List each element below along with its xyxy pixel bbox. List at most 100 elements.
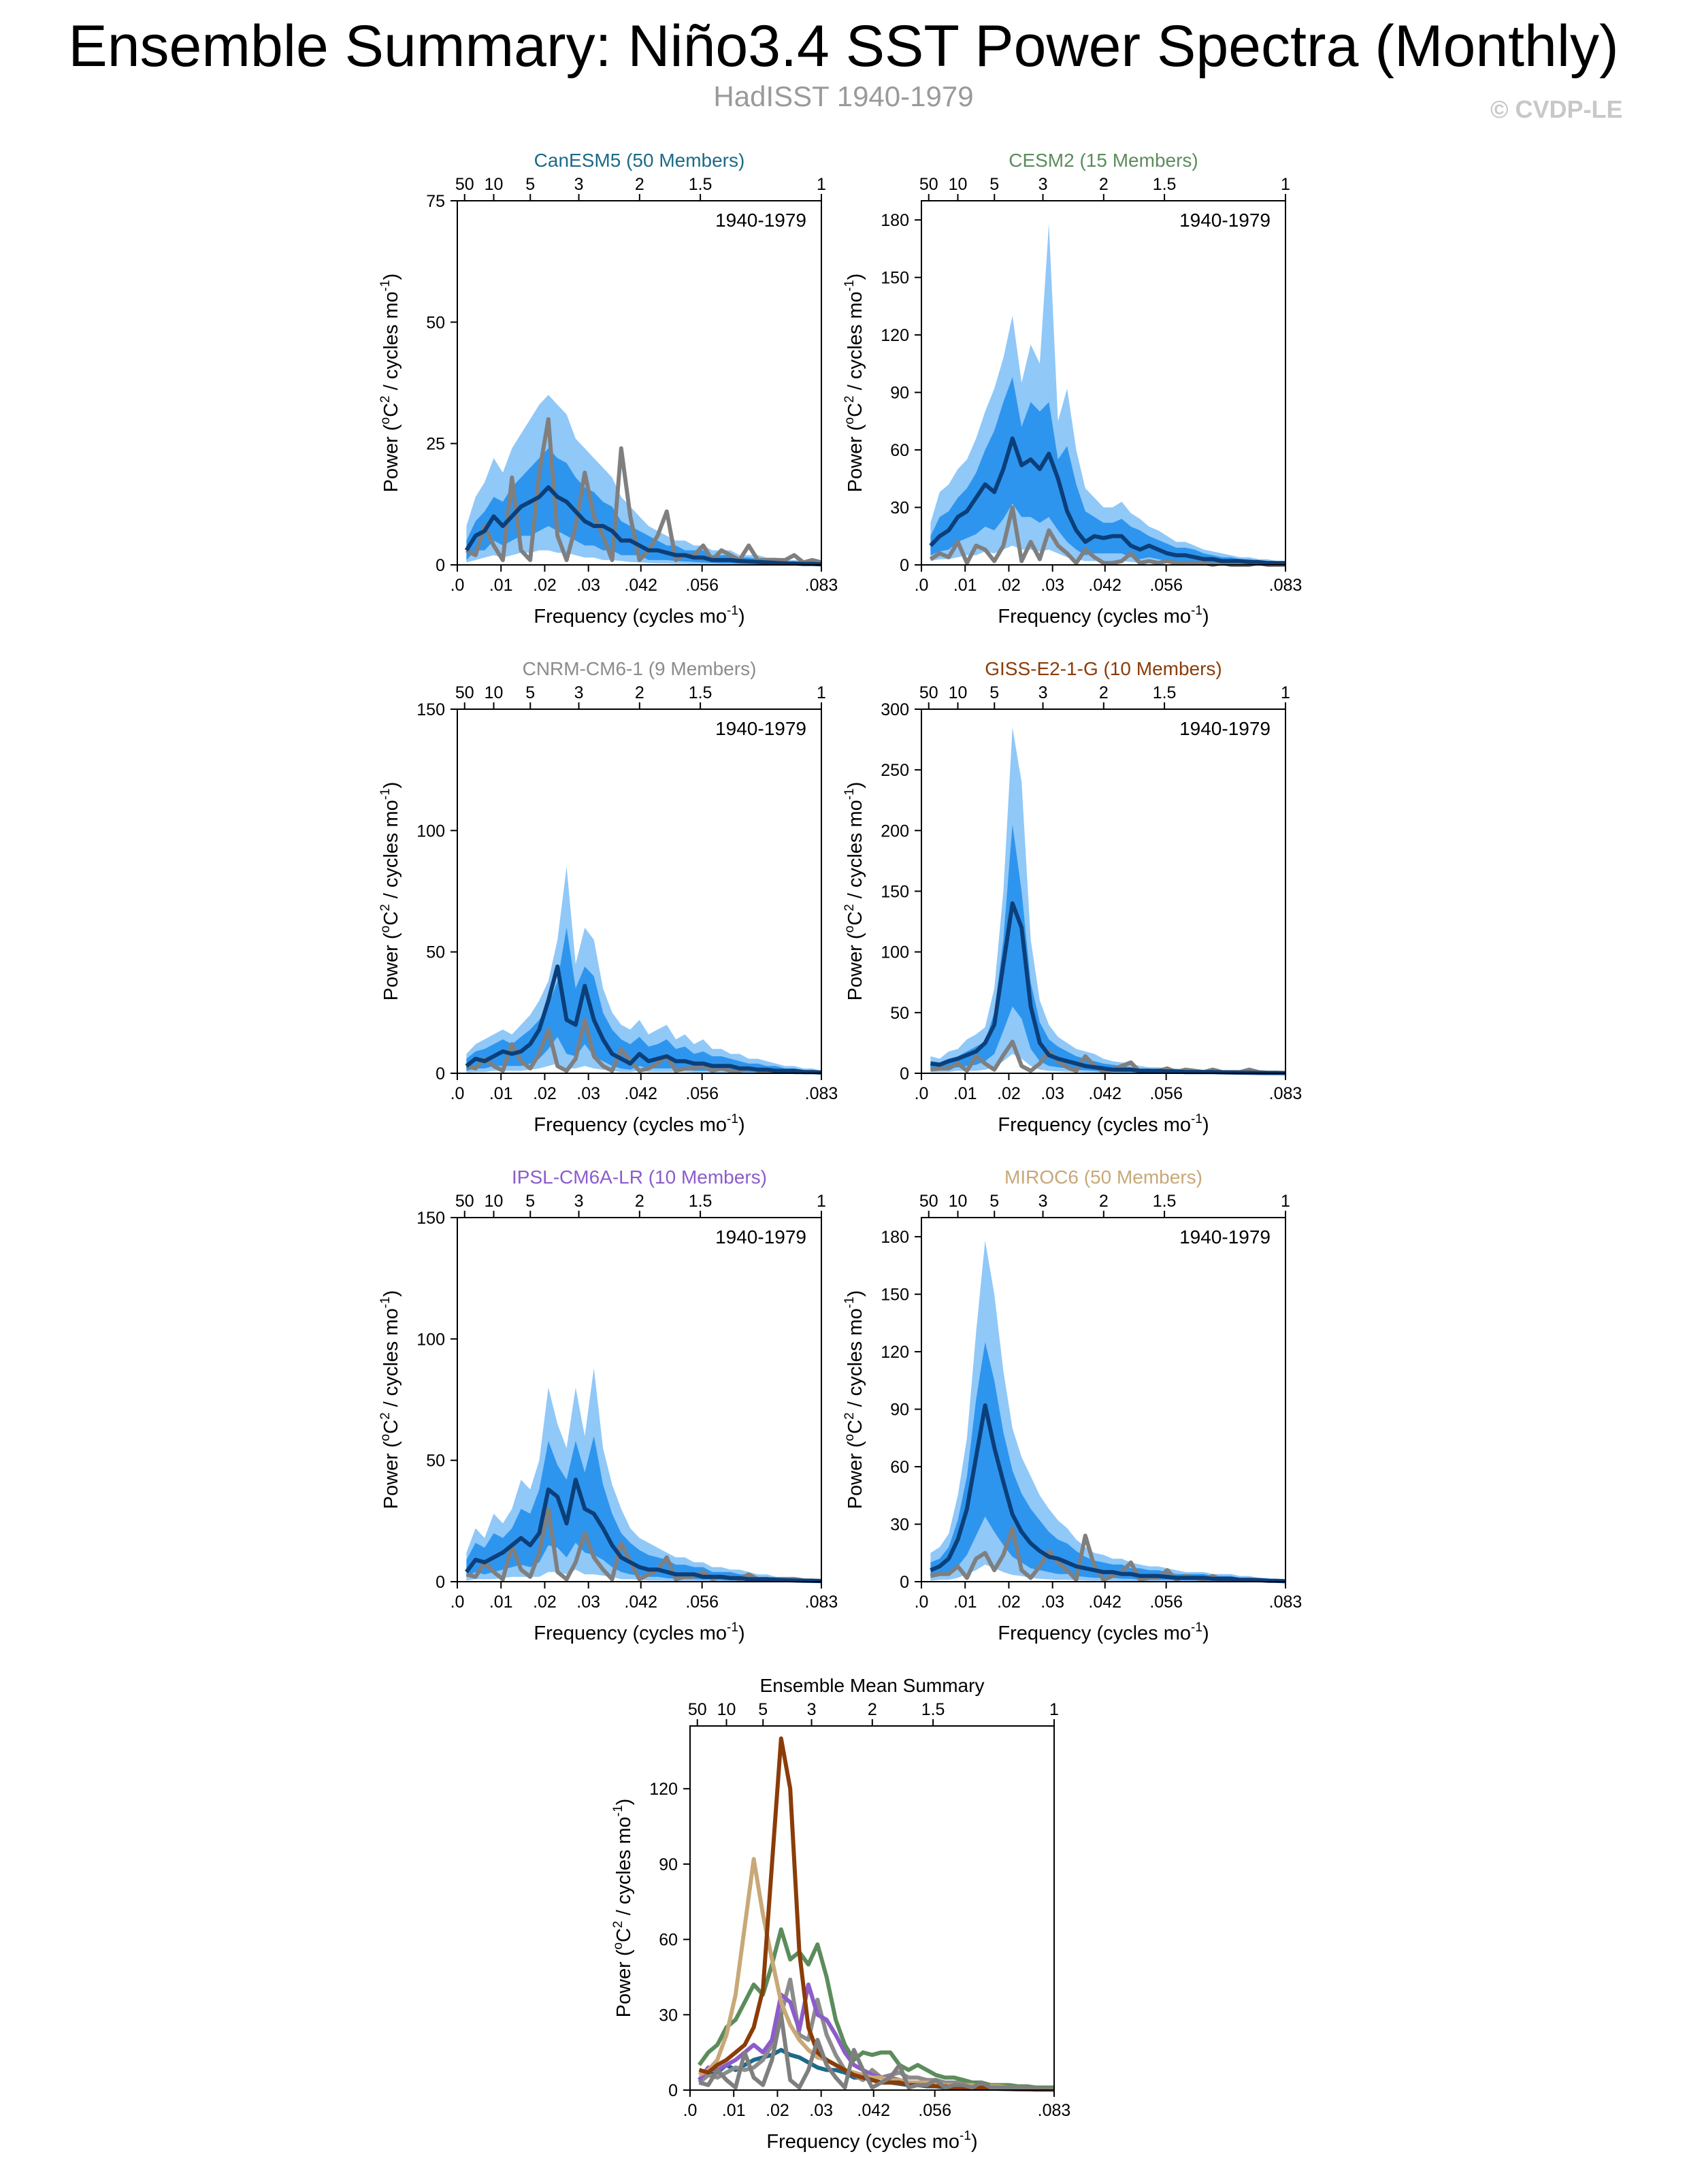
plot-frame [457, 708, 822, 1074]
period-tick-label: 10 [949, 175, 968, 194]
y-tick-label: 50 [426, 1452, 445, 1471]
x-tick-label: .056 [1149, 1084, 1183, 1103]
chart-panel: 50 10 5 3 2 1.5 1 CNRM-CM6-1 (9 Members) 1940-19… [378, 658, 838, 1136]
panel-title: CNRM-CM6-1 (9 Members) [523, 658, 757, 679]
x-tick-label: .0 [915, 1084, 929, 1103]
y-tick-label: 150 [416, 700, 445, 719]
period-tick-label: 1 [817, 683, 826, 702]
period-tick-label: 50 [455, 683, 474, 702]
period-tick-label: 2 [635, 175, 644, 194]
panel-title: Ensemble Mean Summary [760, 1675, 985, 1696]
y-tick-label: 120 [881, 1343, 909, 1362]
y-tick-label: 0 [900, 1573, 909, 1592]
period-tick-label: 3 [807, 1700, 817, 1719]
ensemble-mean-line [930, 1403, 1286, 1584]
chart-panel: 50 10 5 3 2 1.5 1 Ensemble Mean Summary 0 30 60 90 1… [611, 1675, 1070, 2153]
period-tick-label: 2 [635, 683, 644, 702]
period-tick-label: 1.5 [1153, 175, 1177, 194]
y-axis-label: Power (oC2 / cycles mo-1) [842, 1290, 866, 1510]
period-tick-label: 50 [919, 683, 938, 702]
x-tick-label: .02 [766, 2101, 789, 2120]
ensemble-mean-line [930, 901, 1286, 1075]
x-tick-label: .056 [1149, 576, 1183, 595]
period-tick-label: 10 [485, 1192, 504, 1211]
y-tick-label: 150 [416, 1209, 445, 1228]
y-tick-label: 90 [890, 384, 909, 403]
x-tick-label: .0 [451, 576, 465, 595]
period-tick-label: 1 [1281, 683, 1290, 702]
period-tick-label: 1.5 [689, 1192, 713, 1211]
spread-band-inner [930, 1342, 1286, 1582]
period-tick-label: 50 [919, 1192, 938, 1211]
plot-frame [457, 200, 822, 566]
plot-frame [921, 200, 1286, 566]
spread-band-inner [466, 448, 822, 565]
y-tick-label: 60 [890, 441, 909, 460]
y-tick-label: 30 [890, 1516, 909, 1535]
y-axis-label: Power (oC2 / cycles mo-1) [378, 1290, 402, 1510]
y-tick-label: 60 [659, 1931, 678, 1950]
y-tick-label: 60 [890, 1458, 909, 1477]
x-tick-label: .056 [685, 576, 719, 595]
x-tick-label: .03 [1041, 1593, 1064, 1612]
period-tick-label: 1.5 [1153, 683, 1177, 702]
y-tick-label: 150 [881, 1286, 909, 1305]
y-tick-label: 250 [881, 761, 909, 780]
period-tick-label: 1.5 [689, 175, 713, 194]
period-label: 1940-1979 [715, 1226, 806, 1248]
x-tick-label: .03 [1041, 1084, 1064, 1103]
period-tick-label: 3 [1038, 683, 1048, 702]
ensemble-mean-line [465, 1478, 822, 1584]
obs-line [465, 417, 822, 565]
y-tick-label: 30 [659, 2006, 678, 2025]
x-tick-label: .083 [1038, 2101, 1071, 2120]
x-tick-label: .042 [1088, 1084, 1121, 1103]
x-tick-label: .01 [722, 2101, 746, 2120]
y-tick-label: 120 [649, 1780, 678, 1799]
x-tick-label: .042 [624, 1593, 657, 1612]
x-tick-label: .02 [997, 1593, 1021, 1612]
x-axis-label: Frequency (cycles mo-1) [534, 604, 744, 628]
y-axis-label: Power (oC2 / cycles mo-1) [842, 782, 866, 1001]
y-tick-label: 30 [890, 499, 909, 518]
x-tick-label: .0 [915, 576, 929, 595]
period-tick-label: 1 [1281, 175, 1290, 194]
period-tick-label: 50 [455, 1192, 474, 1211]
period-tick-label: 50 [688, 1700, 707, 1719]
period-tick-label: 1 [1049, 1700, 1059, 1719]
panel-title: IPSL-CM6A-LR (10 Members) [512, 1167, 767, 1188]
panel-title: CanESM5 (50 Members) [534, 150, 745, 171]
x-tick-label: .01 [489, 576, 513, 595]
plot-frame [689, 1725, 1055, 2091]
x-axis-label: Frequency (cycles mo-1) [998, 1620, 1209, 1644]
period-tick-label: 1 [817, 1192, 826, 1211]
y-tick-label: 120 [881, 326, 909, 345]
series-line-hadisst [698, 2012, 1055, 2091]
x-tick-label: .02 [997, 576, 1021, 595]
x-tick-label: .083 [805, 576, 838, 595]
x-axis-label: Frequency (cycles mo-1) [534, 1112, 744, 1136]
y-tick-label: 50 [890, 1004, 909, 1023]
x-axis-label: Frequency (cycles mo-1) [998, 1112, 1209, 1136]
x-tick-label: .03 [576, 576, 600, 595]
period-label: 1940-1979 [715, 210, 806, 231]
x-tick-label: .01 [953, 576, 977, 595]
series-line-giss-e2-1-g [698, 1736, 1055, 2092]
period-label: 1940-1979 [1179, 210, 1271, 231]
x-tick-label: .056 [685, 1593, 719, 1612]
x-tick-label: .02 [533, 1084, 557, 1103]
page-title: Ensemble Summary: Niño3.4 SST Power Spec… [68, 14, 1619, 79]
y-tick-label: 50 [426, 943, 445, 962]
period-tick-label: 3 [1038, 175, 1048, 194]
y-tick-label: 90 [659, 1855, 678, 1874]
period-tick-label: 10 [485, 175, 504, 194]
period-tick-label: 2 [868, 1700, 877, 1719]
y-tick-label: 180 [881, 1228, 909, 1247]
y-tick-label: 180 [881, 211, 909, 230]
x-tick-label: .02 [533, 576, 557, 595]
y-axis-label: Power (oC2 / cycles mo-1) [378, 274, 402, 493]
x-tick-label: .042 [1088, 1593, 1121, 1612]
y-tick-label: 0 [436, 1064, 445, 1083]
period-tick-label: 1.5 [1153, 1192, 1177, 1211]
period-tick-label: 10 [717, 1700, 736, 1719]
